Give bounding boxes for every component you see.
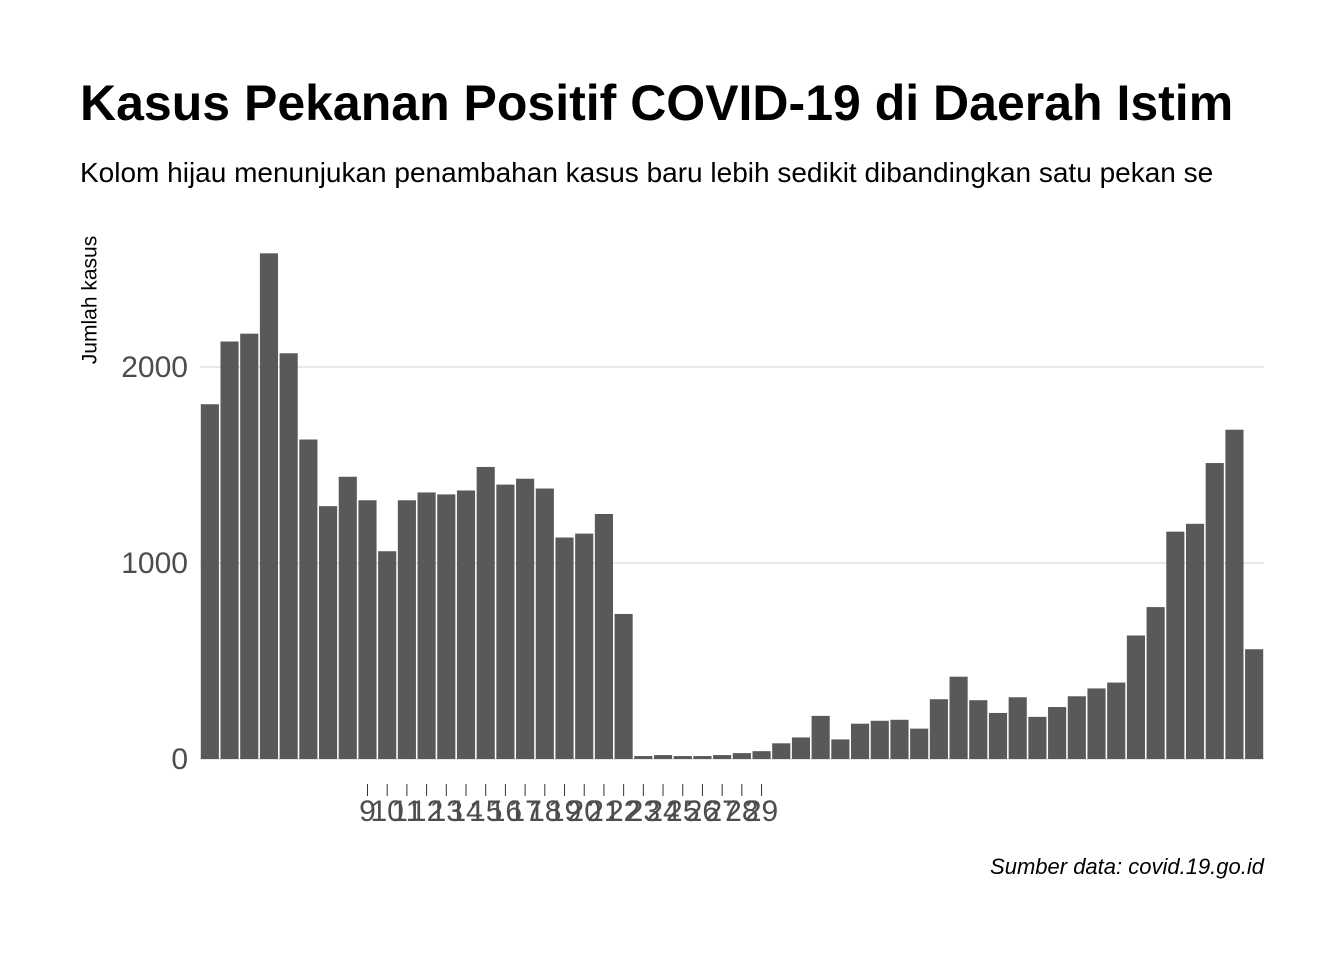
x-tick-label: 11 [391, 795, 422, 828]
bar [417, 492, 436, 759]
x-tick-label: 23 [627, 795, 660, 828]
x-tick-label: 25 [666, 795, 699, 828]
x-tick-label: 20 [568, 795, 601, 828]
y-tick-label: 0 [171, 743, 188, 776]
bar [1205, 463, 1224, 759]
bar [516, 478, 535, 759]
x-tick-label: 22 [607, 795, 640, 828]
bar [338, 476, 357, 759]
x-tick-label: 10 [370, 795, 403, 828]
bar [870, 720, 889, 759]
x-tick-label: 28 [725, 795, 758, 828]
bar [1146, 607, 1165, 759]
bar [1245, 649, 1264, 759]
bar [279, 353, 298, 759]
bar [1166, 531, 1185, 759]
caption: Sumber data: covid.19.go.id [990, 854, 1265, 879]
bar [220, 341, 239, 759]
x-tick-label: 21 [587, 795, 620, 828]
bar [594, 514, 613, 759]
bar [259, 253, 279, 759]
bar [890, 719, 909, 759]
x-tick-label: 24 [646, 795, 679, 828]
bar [1087, 688, 1106, 759]
x-tick-label: 27 [705, 795, 738, 828]
y-tick-label: 1000 [121, 547, 188, 580]
bar [555, 537, 574, 759]
bar [437, 494, 456, 759]
chart-subtitle: Kolom hijau menunjukan penambahan kasus … [80, 157, 1213, 188]
x-tick-label: 19 [548, 795, 581, 828]
bar [791, 737, 811, 759]
x-tick-label: 26 [686, 795, 719, 828]
bar [1067, 696, 1086, 759]
bar [299, 439, 318, 759]
bar [1185, 523, 1205, 759]
bar [831, 739, 850, 759]
bar [673, 756, 692, 759]
bar [752, 751, 771, 759]
bar [634, 756, 653, 759]
bar [397, 500, 416, 759]
x-tick-label: 18 [528, 795, 561, 828]
x-tick-label: 13 [430, 795, 463, 828]
bar [929, 699, 948, 759]
x-tick-label: 15 [469, 795, 502, 828]
x-tick-label: 29 [745, 795, 778, 828]
bar [1107, 682, 1126, 759]
bar [851, 723, 870, 759]
bar [319, 506, 338, 759]
bar [1028, 716, 1047, 759]
x-tick-label: 16 [489, 795, 522, 828]
bar [732, 753, 751, 759]
bar [653, 755, 673, 759]
bar [240, 333, 259, 759]
bar [200, 404, 219, 759]
bar [693, 756, 712, 759]
x-tick-label: 9 [359, 795, 376, 828]
bar [358, 500, 377, 759]
bar [988, 712, 1008, 759]
y-tick-label: 2000 [121, 351, 188, 384]
x-tick-label: 12 [410, 795, 443, 828]
bar [713, 755, 732, 759]
bar [476, 466, 495, 759]
bar [1008, 697, 1027, 759]
bar [456, 490, 476, 759]
bar [614, 613, 633, 759]
bar [378, 551, 397, 759]
bar [535, 488, 554, 759]
y-axis-label: Jumlah kasus [79, 236, 102, 364]
x-tick-label: 17 [508, 795, 541, 828]
bar [949, 676, 968, 759]
bar [1048, 707, 1067, 759]
bar [811, 715, 830, 759]
bar [910, 728, 929, 759]
bar [1225, 429, 1244, 759]
bar [575, 533, 594, 759]
bar [1126, 635, 1145, 759]
bar [496, 484, 515, 759]
x-tick-label: 14 [449, 795, 482, 828]
bar [772, 743, 791, 759]
bar [969, 700, 988, 759]
chart-title: Kasus Pekanan Positif COVID-19 di Daerah… [80, 75, 1233, 131]
